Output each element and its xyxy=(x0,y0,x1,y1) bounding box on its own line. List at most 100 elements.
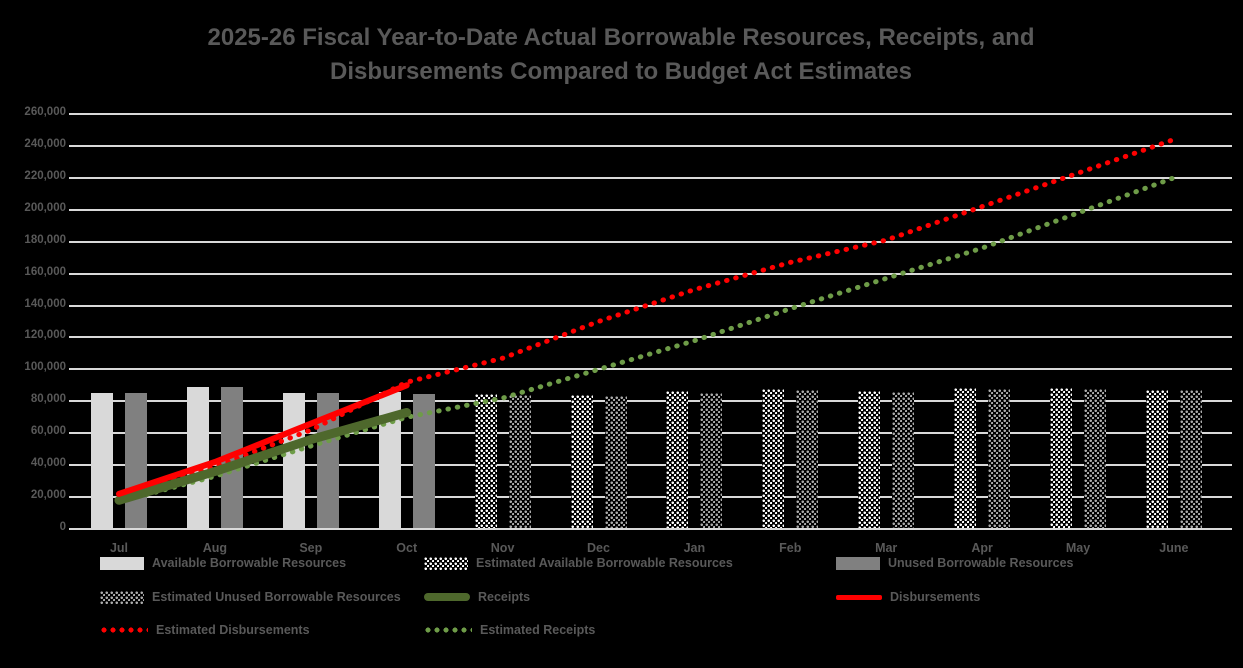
bar-estimated-available-borrowable-resources xyxy=(570,394,593,529)
y-axis-label: 160,000 xyxy=(24,265,66,278)
y-axis-label: 140,000 xyxy=(24,297,66,310)
line-estimated-disbursements xyxy=(116,137,1177,498)
gridline xyxy=(78,113,1232,115)
x-axis-label-may: May xyxy=(1065,541,1091,555)
bar-estimated-available-borrowable-resources xyxy=(474,394,497,529)
x-axis-label-feb: Feb xyxy=(779,541,802,555)
y-axis-label: 0 xyxy=(59,521,66,533)
y-axis-tick xyxy=(69,304,78,307)
bar-estimated-unused-borrowable-resources xyxy=(604,395,627,529)
y-axis-tick xyxy=(69,113,78,115)
bar-dotted-dark-swatch xyxy=(100,590,144,604)
y-axis-tick xyxy=(69,336,78,339)
y-axis-tick xyxy=(69,144,78,147)
y-axis-tick xyxy=(69,400,78,403)
gridline xyxy=(78,176,1232,179)
x-axis-label-oct: Oct xyxy=(396,541,418,555)
x-axis-label-jan: Jan xyxy=(683,541,706,555)
bar-estimated-available-borrowable-resources xyxy=(666,390,689,529)
legend-label: Estimated Unused Borrowable Resources xyxy=(152,590,401,604)
gridline xyxy=(78,240,1232,243)
line-solid-red-swatch xyxy=(836,594,882,600)
bar-unused-borrowable-resources xyxy=(316,393,339,529)
y-axis-label: 40,000 xyxy=(30,457,66,470)
bar-unused-borrowable-resources xyxy=(125,392,147,529)
y-axis-label: 120,000 xyxy=(24,329,66,342)
line-dotted-red-swatch xyxy=(100,626,148,634)
legend-label: Available Borrowable Resources xyxy=(152,556,347,570)
bar-dotted-light-swatch xyxy=(424,556,468,570)
bar-available-borrowable-resources xyxy=(378,391,401,529)
gridline xyxy=(78,208,1232,211)
legend-label: Estimated Disbursements xyxy=(156,623,310,637)
legend-item-estimated-available-borrowable-resources: Estimated Available Borrowable Resources xyxy=(424,556,733,570)
gridline xyxy=(78,336,1232,339)
y-axis-label: 240,000 xyxy=(24,137,66,150)
x-axis-label-june: June xyxy=(1159,541,1189,555)
x-axis-label-nov: Nov xyxy=(490,541,515,555)
y-axis-label: 20,000 xyxy=(30,489,66,502)
y-axis-tick xyxy=(69,464,78,467)
x-axis-label-aug: Aug xyxy=(202,541,228,555)
line-receipts xyxy=(114,408,412,505)
legend-label: Estimated Receipts xyxy=(480,623,596,637)
x-axis-label-mar: Mar xyxy=(875,541,898,555)
chart-title-line-2: Disbursements Compared to Budget Act Est… xyxy=(330,58,912,85)
bar-estimated-unused-borrowable-resources xyxy=(796,390,819,529)
gridline xyxy=(78,272,1232,275)
y-axis-tick xyxy=(69,496,78,499)
chart-title-line-1: 2025-26 Fiscal Year-to-Date Actual Borro… xyxy=(207,24,1035,51)
y-axis-tick xyxy=(69,368,78,371)
gridline xyxy=(78,144,1232,147)
y-axis-tick xyxy=(69,432,78,435)
bar-estimated-available-borrowable-resources xyxy=(1050,387,1072,529)
line-estimated-receipts xyxy=(116,175,1177,505)
legend-item-estimated-disbursements: Estimated Disbursements xyxy=(100,623,310,637)
bar-estimated-available-borrowable-resources xyxy=(858,390,881,529)
y-axis-tick xyxy=(69,272,78,275)
legend-label: Disbursements xyxy=(890,590,981,604)
y-axis-label: 260,000 xyxy=(24,106,66,118)
legend-item-disbursements: Disbursements xyxy=(836,590,980,604)
chart-title: 2025-26 Fiscal Year-to-Date Actual Borro… xyxy=(121,21,1121,89)
bar-estimated-available-borrowable-resources xyxy=(1145,390,1168,529)
legend-item-estimated-unused-borrowable-resources: Estimated Unused Borrowable Resources xyxy=(100,590,401,604)
x-axis-line xyxy=(78,528,1232,530)
line-solid-green-swatch xyxy=(424,593,470,601)
x-axis-label-sep: Sep xyxy=(299,541,323,555)
legend-item-available-borrowable-resources: Available Borrowable Resources xyxy=(100,556,346,570)
y-axis-label: 180,000 xyxy=(24,233,66,246)
gridline xyxy=(78,368,1232,371)
bar-estimated-unused-borrowable-resources xyxy=(988,388,1011,529)
x-axis-label-jul: Jul xyxy=(109,541,129,555)
bar-estimated-unused-borrowable-resources xyxy=(1179,390,1202,529)
legend-item-estimated-receipts: Estimated Receipts xyxy=(424,623,595,637)
bar-estimated-unused-borrowable-resources xyxy=(508,394,531,529)
legend-label: Receipts xyxy=(478,590,531,604)
x-axis-label-dec: Dec xyxy=(587,541,610,555)
bar-estimated-available-borrowable-resources xyxy=(954,387,977,529)
y-axis-label: 80,000 xyxy=(30,393,66,406)
y-axis-label: 100,000 xyxy=(24,361,66,374)
legend-label: Estimated Available Borrowable Resources xyxy=(476,556,733,570)
y-axis-tick xyxy=(69,528,78,530)
bar-solid-light-swatch xyxy=(100,556,144,570)
bar-estimated-available-borrowable-resources xyxy=(762,388,785,529)
bar-solid-dark-swatch xyxy=(836,556,880,570)
y-axis-label: 220,000 xyxy=(24,169,66,182)
y-axis-tick xyxy=(69,208,78,211)
legend-label: Unused Borrowable Resources xyxy=(888,556,1074,570)
bar-estimated-unused-borrowable-resources xyxy=(892,391,915,529)
y-axis-label: 60,000 xyxy=(30,425,66,438)
y-axis-tick xyxy=(69,240,78,243)
legend-item-unused-borrowable-resources: Unused Borrowable Resources xyxy=(836,556,1073,570)
y-axis-label: 200,000 xyxy=(24,201,66,214)
bar-available-borrowable-resources xyxy=(91,392,113,529)
gridline xyxy=(78,304,1232,307)
bar-estimated-unused-borrowable-resources xyxy=(1084,388,1106,529)
y-axis-tick xyxy=(69,176,78,179)
bar-unused-borrowable-resources xyxy=(412,394,435,529)
bar-estimated-unused-borrowable-resources xyxy=(700,393,723,529)
bar-unused-borrowable-resources xyxy=(220,386,243,529)
